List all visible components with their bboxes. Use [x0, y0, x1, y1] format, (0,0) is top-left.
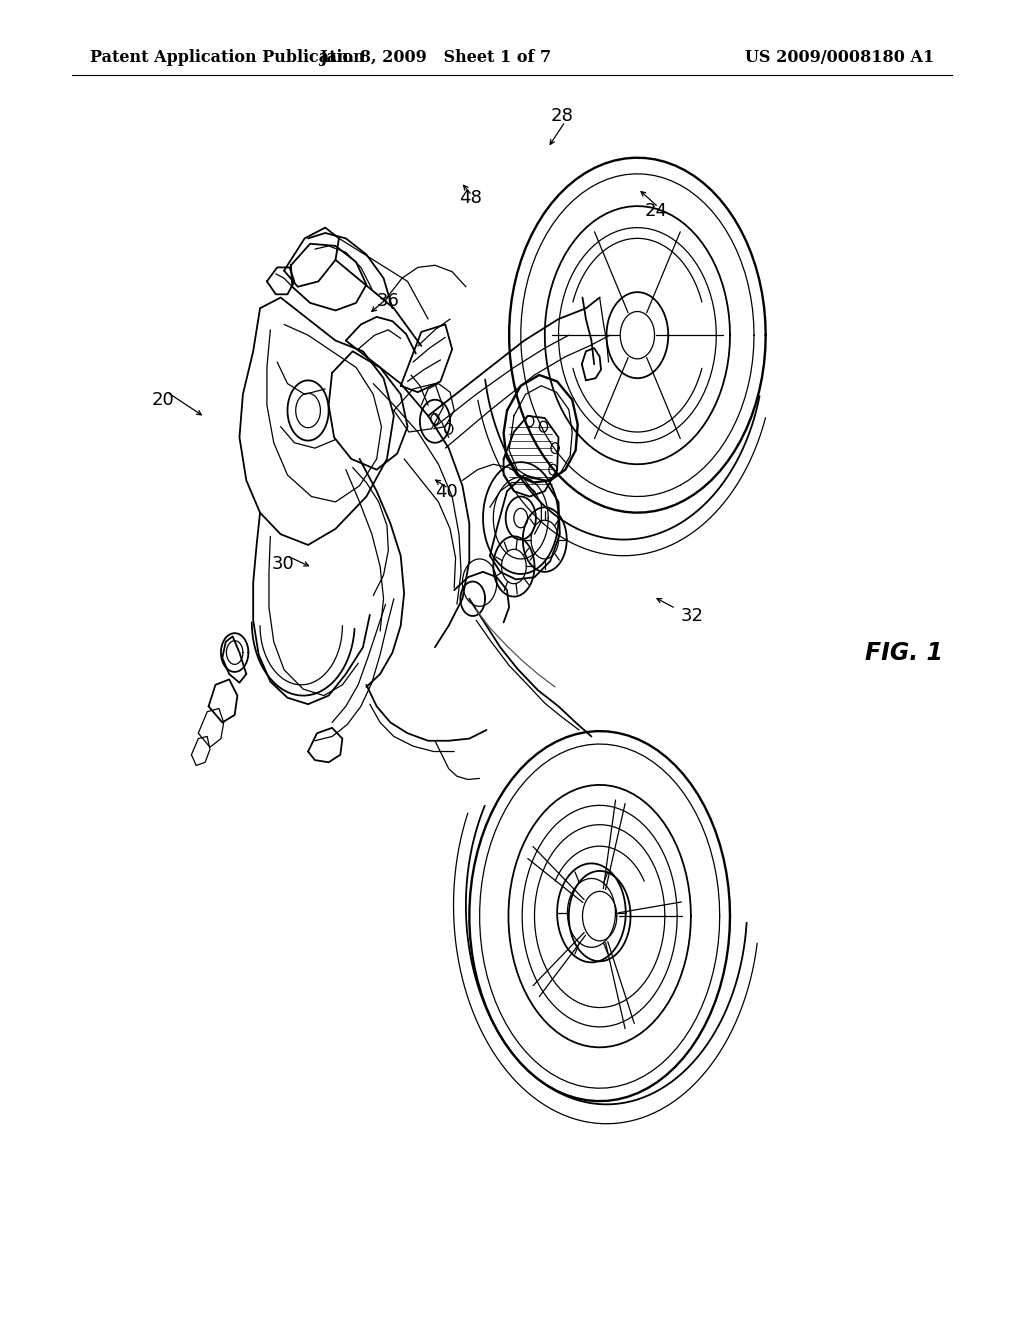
Text: Patent Application Publication: Patent Application Publication [90, 49, 365, 66]
Text: Jan. 8, 2009   Sheet 1 of 7: Jan. 8, 2009 Sheet 1 of 7 [319, 49, 551, 66]
Text: 40: 40 [435, 483, 458, 502]
Text: US 2009/0008180 A1: US 2009/0008180 A1 [744, 49, 934, 66]
Text: 36: 36 [377, 292, 399, 310]
Text: 28: 28 [551, 107, 573, 125]
Text: 30: 30 [271, 554, 294, 573]
Text: 20: 20 [152, 391, 174, 409]
Text: 24: 24 [645, 202, 668, 220]
Text: FIG. 1: FIG. 1 [865, 642, 943, 665]
Text: 48: 48 [459, 189, 481, 207]
Text: 32: 32 [681, 607, 703, 626]
